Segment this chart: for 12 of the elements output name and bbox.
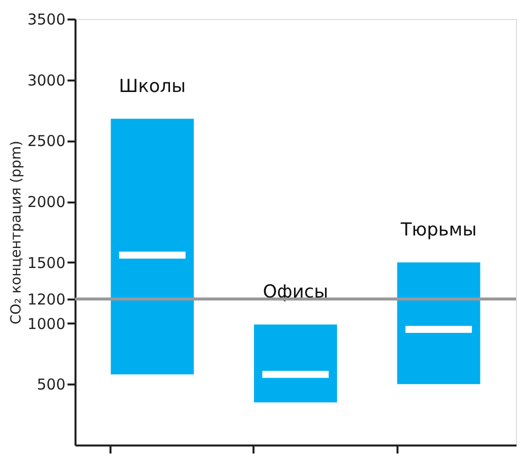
x-tick-label: Школы xyxy=(118,76,186,97)
y-axis-title: CO₂ концентрация (ppm) xyxy=(8,140,24,324)
y-tick-label: 1000 xyxy=(27,314,66,333)
y-tick-label: 3500 xyxy=(27,10,66,28)
y-tick-label: 2500 xyxy=(27,132,66,150)
y-tick-label: 2000 xyxy=(27,193,66,212)
y-tick-label: 1500 xyxy=(27,254,66,272)
x-tick-label: Тюрьмы xyxy=(400,219,477,240)
y-tick-label: 1200 xyxy=(27,290,66,308)
y-tick-label: 3000 xyxy=(27,71,66,90)
y-tick-label: 500 xyxy=(36,376,66,394)
x-tick-label: Офисы xyxy=(262,282,328,303)
